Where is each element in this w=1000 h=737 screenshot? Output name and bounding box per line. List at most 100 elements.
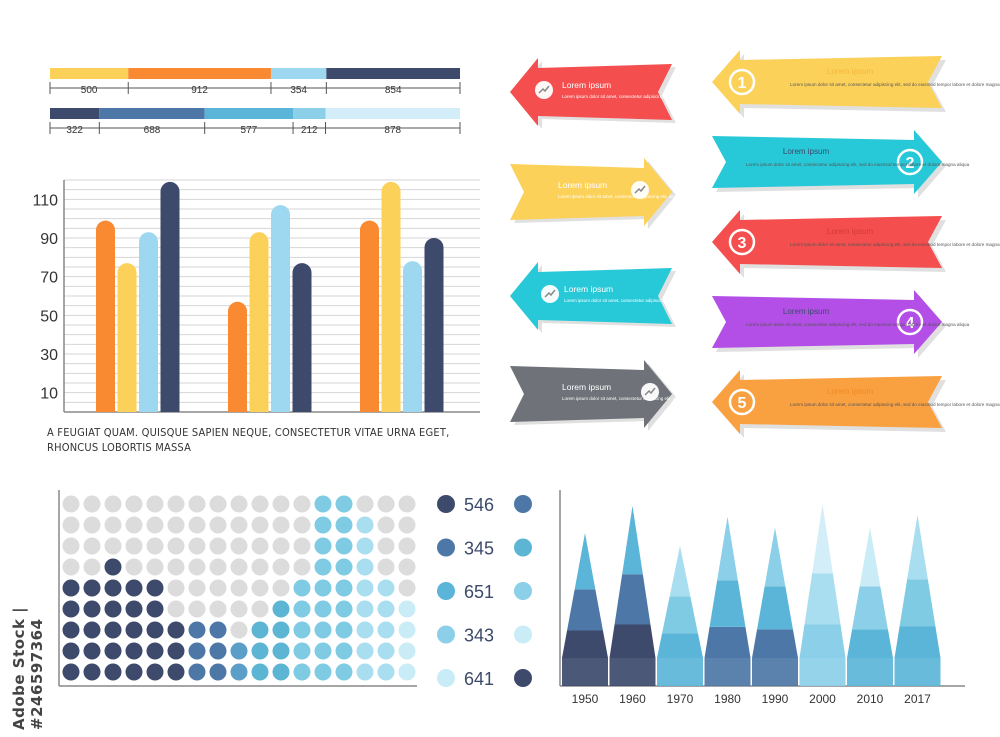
legend-value: 641 bbox=[464, 669, 494, 689]
dot bbox=[356, 516, 374, 534]
stacked-segment bbox=[99, 108, 205, 119]
triangle-band bbox=[764, 527, 786, 587]
dot bbox=[356, 579, 374, 597]
segment-label: 577 bbox=[241, 125, 258, 136]
dot bbox=[293, 579, 311, 597]
dot bbox=[125, 558, 143, 576]
dot bbox=[209, 579, 227, 597]
dot bbox=[83, 642, 101, 660]
segment-label: 912 bbox=[191, 85, 208, 96]
arrow-title: Lorem ipsum bbox=[783, 147, 830, 156]
number-badge bbox=[728, 388, 756, 416]
dot bbox=[377, 558, 395, 576]
bar bbox=[117, 263, 137, 412]
triangle-band bbox=[657, 633, 703, 658]
legend-dot bbox=[437, 669, 455, 687]
dot bbox=[356, 495, 374, 513]
arrow-shape bbox=[510, 262, 672, 330]
dot bbox=[62, 495, 80, 513]
dot bbox=[335, 600, 353, 618]
dot bbox=[335, 558, 353, 576]
legend-dot bbox=[437, 625, 455, 644]
number-label: 4 bbox=[906, 315, 915, 332]
number-badge bbox=[728, 68, 756, 96]
triangle-band bbox=[574, 533, 596, 590]
dot bbox=[377, 516, 395, 534]
triangle-band bbox=[709, 580, 746, 627]
triangle-band bbox=[669, 545, 691, 597]
y-tick-label: 90 bbox=[40, 231, 58, 248]
dot bbox=[146, 663, 164, 681]
arrow-text: Lorem ipsum dolor sit amet, consectetur … bbox=[564, 298, 700, 303]
chart-growth-icon-line bbox=[544, 289, 556, 298]
arrow-title: Lorem ipsum bbox=[564, 284, 613, 294]
stacked-bar-chart: 500 912 354 854 322 688 577 212 878 bbox=[49, 68, 461, 136]
dot bbox=[335, 537, 353, 555]
dot bbox=[293, 558, 311, 576]
bar bbox=[360, 220, 379, 412]
bar bbox=[160, 181, 180, 412]
dot bbox=[335, 621, 353, 639]
stacked-segment bbox=[270, 68, 327, 79]
number-label: 1 bbox=[738, 75, 747, 92]
dot bbox=[146, 579, 164, 597]
numbered-arrow-list: 1 Lorem ipsum Lorem ipsum dolor sit amet, … bbox=[712, 50, 1000, 438]
triangle-band bbox=[847, 629, 893, 658]
triangle-band bbox=[894, 626, 941, 658]
bar bbox=[139, 232, 158, 412]
dot bbox=[188, 579, 206, 597]
triangle-band bbox=[859, 527, 881, 587]
dot-matrix-legend: 546 345 651 343 641 bbox=[437, 495, 532, 689]
legend-value: 345 bbox=[464, 539, 494, 559]
arrow-text: Lorem ipsum dolor sit amet, consectetur … bbox=[790, 82, 1000, 87]
segment-label: 354 bbox=[290, 85, 307, 96]
dot bbox=[356, 621, 374, 639]
legend-dot bbox=[514, 669, 532, 687]
dot bbox=[83, 516, 101, 534]
dot bbox=[188, 495, 206, 513]
triangle-band bbox=[562, 630, 608, 658]
x-tick-label: 1950 bbox=[572, 692, 599, 706]
dot bbox=[167, 642, 185, 660]
arrow-title: Lorem ipsum bbox=[827, 227, 874, 236]
number-label: 2 bbox=[906, 155, 915, 172]
dot bbox=[125, 495, 143, 513]
dot-matrix-chart bbox=[58, 490, 417, 687]
dot bbox=[209, 621, 227, 639]
dot bbox=[104, 579, 122, 597]
dot bbox=[356, 600, 374, 618]
dot bbox=[293, 516, 311, 534]
dot bbox=[314, 558, 332, 576]
dot bbox=[272, 663, 290, 681]
legend-value: 651 bbox=[464, 582, 494, 602]
dot bbox=[83, 621, 101, 639]
dot bbox=[230, 600, 248, 618]
dot bbox=[398, 579, 416, 597]
stacked-segment bbox=[326, 68, 460, 79]
dot bbox=[167, 516, 185, 534]
triangle-band bbox=[717, 516, 738, 581]
chart-growth-icon-line bbox=[538, 85, 550, 94]
dot bbox=[125, 642, 143, 660]
dot bbox=[398, 642, 416, 660]
dot bbox=[209, 642, 227, 660]
number-label: 3 bbox=[738, 235, 747, 252]
triangle-base bbox=[704, 658, 751, 686]
dot bbox=[398, 600, 416, 618]
chart-growth-icon-line bbox=[634, 185, 646, 194]
segment-label: 212 bbox=[301, 125, 318, 136]
dot bbox=[125, 600, 143, 618]
dot bbox=[293, 663, 311, 681]
dot bbox=[398, 495, 416, 513]
triangle-band bbox=[614, 574, 651, 625]
stacked-segment bbox=[293, 108, 326, 119]
dot bbox=[293, 537, 311, 555]
dot bbox=[230, 516, 248, 534]
dot bbox=[398, 663, 416, 681]
dot bbox=[104, 621, 122, 639]
dot bbox=[251, 537, 269, 555]
arrow-text: Lorem ipsum dolor sit amet, consectetur … bbox=[558, 194, 700, 199]
dot bbox=[167, 663, 185, 681]
dot bbox=[104, 537, 122, 555]
dot bbox=[146, 600, 164, 618]
